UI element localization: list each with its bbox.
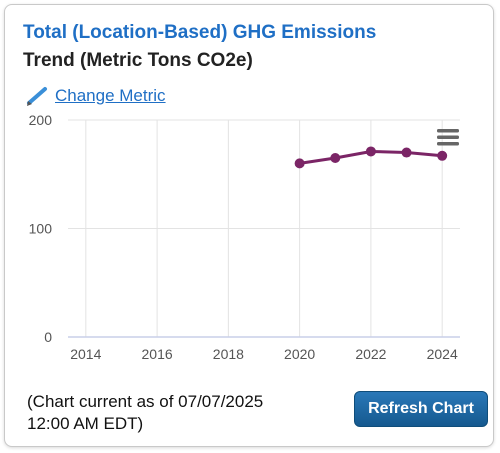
chart-status-line-1: (Chart current as of 07/07/2025 (27, 392, 264, 411)
x-tick-label: 2018 (213, 346, 244, 362)
data-point[interactable] (294, 158, 305, 169)
x-tick-label: 2022 (355, 346, 386, 362)
change-metric-label: Change Metric (55, 86, 166, 105)
change-metric-link[interactable]: Change Metric (25, 85, 166, 107)
data-point[interactable] (365, 146, 376, 157)
y-tick-label: 100 (29, 221, 53, 237)
chart-series (294, 146, 448, 169)
chart-status-line-2: 12:00 AM EDT) (27, 414, 144, 433)
widget-title: Total (Location-Based) GHG Emissions (23, 22, 377, 43)
refresh-chart-button[interactable]: Refresh Chart (354, 391, 488, 427)
x-tick-label: 2016 (142, 346, 173, 362)
hamburger-menu-icon[interactable] (433, 125, 463, 150)
pencil-icon (27, 87, 47, 106)
widget-subtitle: Trend (Metric Tons CO2e) (23, 50, 253, 71)
emissions-line-chart: 2014 2016 2018 2020 2022 2024 0 100 200 (29, 112, 463, 362)
y-tick-label: 200 (29, 112, 53, 128)
x-tick-label: 2014 (70, 346, 101, 362)
chart-axes: 2014 2016 2018 2020 2022 2024 0 100 200 (29, 112, 460, 362)
data-point[interactable] (437, 150, 448, 161)
data-point[interactable] (330, 152, 341, 163)
chart-status-text: (Chart current as of 07/07/2025 12:00 AM… (27, 391, 327, 435)
x-tick-label: 2020 (284, 346, 315, 362)
ghg-emissions-widget: Total (Location-Based) GHG Emissions Tre… (4, 4, 494, 447)
x-tick-label: 2024 (427, 346, 458, 362)
y-tick-label: 0 (44, 329, 52, 345)
data-point[interactable] (401, 147, 412, 158)
